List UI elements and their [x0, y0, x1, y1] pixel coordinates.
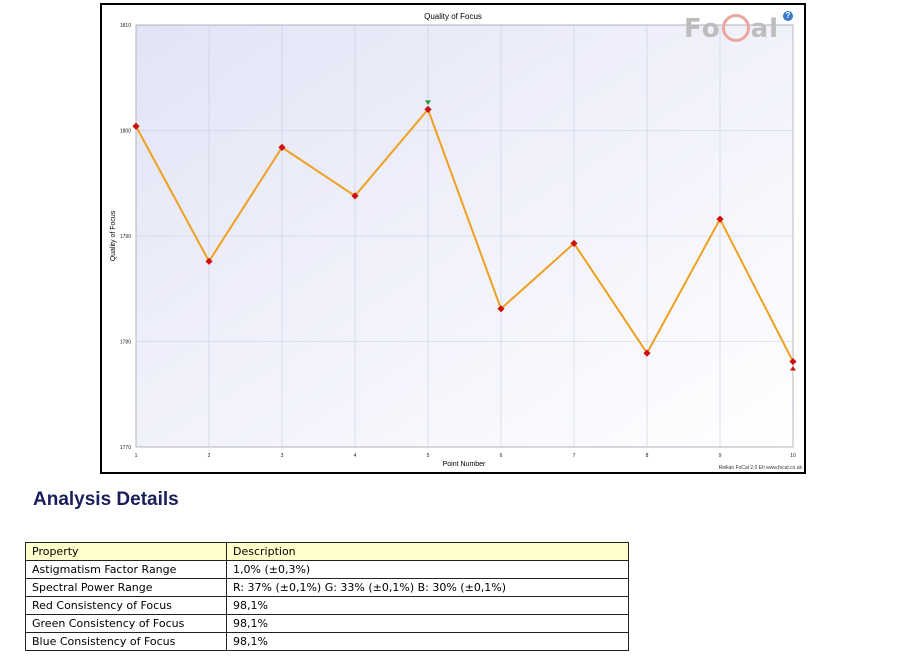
y-tick-label: 1800: [120, 129, 131, 135]
data-point: [716, 215, 724, 223]
x-tick-label: 1: [135, 453, 138, 459]
data-point: [205, 257, 213, 265]
data-point: [424, 105, 432, 113]
analysis-details-table: Property Description Astigmatism Factor …: [25, 542, 629, 651]
best-point-marker: [425, 100, 431, 105]
x-axis-label: Point Number: [443, 461, 486, 468]
description-cell: R: 37% (±0,1%) G: 33% (±0,1%) B: 30% (±0…: [226, 578, 629, 597]
y-tick-label: 1770: [120, 445, 131, 451]
x-tick-label: 3: [281, 453, 284, 459]
property-cell: Astigmatism Factor Range: [25, 560, 227, 579]
x-tick-label: 2: [208, 453, 211, 459]
description-cell: 98,1%: [226, 632, 629, 651]
x-tick-label: 10: [790, 453, 796, 459]
data-point: [132, 122, 140, 130]
worst-point-marker: [790, 366, 796, 371]
table-row: Red Consistency of Focus 98,1%: [25, 596, 629, 615]
x-tick-label: 7: [573, 453, 576, 459]
table-row: Blue Consistency of Focus 98,1%: [25, 632, 629, 651]
description-cell: 98,1%: [226, 614, 629, 633]
x-tick-label: 9: [719, 453, 722, 459]
data-point: [789, 357, 797, 366]
analysis-details-heading: Analysis Details: [33, 489, 179, 510]
y-axis-label: Quality of Focus: [110, 210, 117, 261]
property-cell: Blue Consistency of Focus: [25, 632, 227, 651]
table-header-row: Property Description: [25, 542, 629, 561]
chart-panel: 1 2 3 4 5 6 7 8 9 10 1770 1780 1790 1800 1810 Quality …: [100, 3, 806, 474]
data-point: [570, 239, 578, 247]
chart-title: Quality of Focus: [424, 12, 482, 21]
x-tick-label: 4: [354, 453, 357, 459]
x-tick-label: 8: [646, 453, 649, 459]
data-point: [351, 192, 359, 200]
header-description: Description: [226, 542, 629, 561]
header-property: Property: [25, 542, 227, 561]
help-icon[interactable]: ?: [783, 11, 793, 21]
data-point: [643, 349, 651, 357]
data-point: [278, 143, 286, 151]
x-tick-label: 6: [500, 453, 503, 459]
logo-ring-icon: [721, 14, 750, 42]
property-cell: Red Consistency of Focus: [25, 596, 227, 615]
series-line: [135, 108, 794, 363]
description-cell: 1,0% (±0,3%): [226, 560, 629, 579]
data-point: [497, 305, 505, 313]
quality-of-focus-chart: 1 2 3 4 5 6 7 8 9 10 1770 1780 1790 1800 1810 Quality …: [110, 12, 797, 468]
property-cell: Spectral Power Range: [25, 578, 227, 597]
table-row: Astigmatism Factor Range 1,0% (±0,3%): [25, 560, 629, 579]
description-cell: 98,1%: [226, 596, 629, 615]
property-cell: Green Consistency of Focus: [25, 614, 227, 633]
x-tick-label: 5: [427, 453, 430, 459]
table-row: Green Consistency of Focus 98,1%: [25, 614, 629, 633]
y-tick-label: 1780: [120, 340, 131, 346]
y-tick-label: 1790: [120, 234, 131, 240]
chart-credit: Reikan FoCal 2.0 Eh www.focal.co.uk: [718, 465, 802, 471]
table-row: Spectral Power Range R: 37% (±0,1%) G: 3…: [25, 578, 629, 597]
y-tick-label: 1810: [120, 23, 131, 29]
focal-logo: Fo al: [684, 14, 780, 44]
